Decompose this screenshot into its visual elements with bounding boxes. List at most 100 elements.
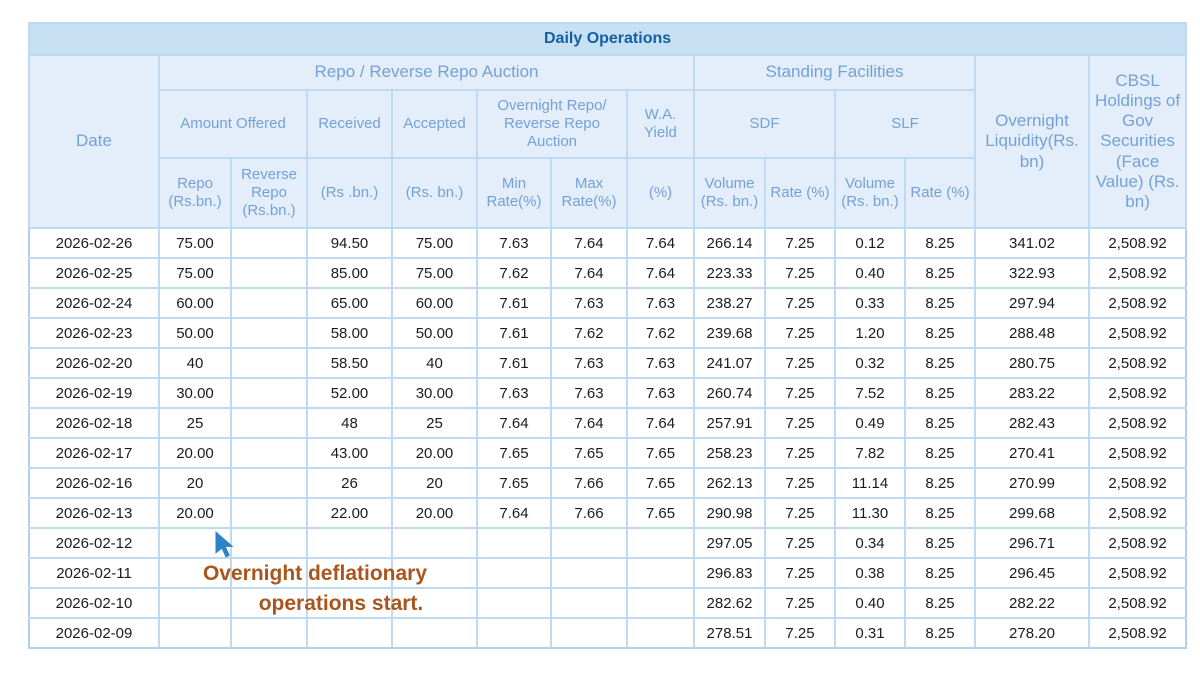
table-cell: 8.25 bbox=[904, 617, 976, 649]
table-cell bbox=[230, 377, 308, 409]
table-cell: 8.25 bbox=[904, 437, 976, 469]
table-cell bbox=[230, 287, 308, 319]
table-cell: 2,508.92 bbox=[1087, 437, 1188, 469]
table-cell: 8.25 bbox=[904, 587, 976, 619]
table-cell bbox=[550, 557, 628, 589]
col-header-amount-offered: Amount Offered bbox=[158, 89, 308, 159]
table-cell: 223.33 bbox=[693, 257, 766, 289]
table-cell: 7.63 bbox=[476, 227, 552, 259]
table-cell: 2026-02-18 bbox=[28, 407, 160, 439]
table-cell: 2026-02-23 bbox=[28, 317, 160, 349]
table-cell: 7.64 bbox=[550, 257, 628, 289]
table-cell: 2,508.92 bbox=[1087, 557, 1188, 589]
col-group-standing-facilities: Standing Facilities bbox=[693, 54, 976, 91]
col-header-cbsl-holdings: CBSL Holdings of Gov Securities (Face Va… bbox=[1087, 54, 1188, 229]
table-cell bbox=[230, 497, 308, 529]
table-cell: 7.25 bbox=[764, 287, 836, 319]
table-cell: 58.00 bbox=[306, 317, 393, 349]
table-cell: 341.02 bbox=[974, 227, 1090, 259]
table-row: 2026-02-17 20.00 43.00 20.00 7.65 7.65 7.65 258… bbox=[28, 437, 1188, 469]
table-cell: 50.00 bbox=[391, 317, 478, 349]
table-cell bbox=[230, 347, 308, 379]
table-cell: 7.25 bbox=[764, 317, 836, 349]
table-cell: 296.83 bbox=[693, 557, 766, 589]
table-cell bbox=[626, 527, 695, 559]
table-cell: 2026-02-16 bbox=[28, 467, 160, 499]
table-cell: 7.25 bbox=[764, 227, 836, 259]
table-cell: 7.63 bbox=[550, 377, 628, 409]
table-cell: 7.64 bbox=[626, 227, 695, 259]
table-cell: 7.64 bbox=[550, 407, 628, 439]
table-cell: 2,508.92 bbox=[1087, 377, 1188, 409]
table-cell: 270.41 bbox=[974, 437, 1090, 469]
col-header-reverse-repo-unit: Reverse Repo (Rs.bn.) bbox=[230, 157, 308, 229]
table-cell: 58.50 bbox=[306, 347, 393, 379]
table-cell bbox=[306, 527, 393, 559]
table-row: 2026-02-13 20.00 22.00 20.00 7.64 7.66 7.65 290… bbox=[28, 497, 1188, 529]
table-cell: 257.91 bbox=[693, 407, 766, 439]
table-cell: 7.64 bbox=[626, 407, 695, 439]
table-cell: 8.25 bbox=[904, 407, 976, 439]
table-cell: 260.74 bbox=[693, 377, 766, 409]
col-header-overnight-repo-auction: Overnight Repo/ Reverse Repo Auction bbox=[476, 89, 628, 159]
table-cell: 0.32 bbox=[834, 347, 906, 379]
table-cell bbox=[476, 617, 552, 649]
table-cell: 0.40 bbox=[834, 587, 906, 619]
table-cell: 75.00 bbox=[391, 227, 478, 259]
table-cell: 2026-02-19 bbox=[28, 377, 160, 409]
col-header-received-unit: (Rs .bn.) bbox=[306, 157, 393, 229]
table-cell: 2026-02-13 bbox=[28, 497, 160, 529]
table-cell: 7.65 bbox=[476, 437, 552, 469]
table-cell: 2026-02-20 bbox=[28, 347, 160, 379]
table-cell: 25 bbox=[391, 407, 478, 439]
table-cell: 2,508.92 bbox=[1087, 467, 1188, 499]
table-cell: 75.00 bbox=[158, 227, 232, 259]
table-cell: 2,508.92 bbox=[1087, 497, 1188, 529]
table-cell: 7.64 bbox=[626, 257, 695, 289]
table-cell bbox=[158, 587, 232, 619]
table-cell: 288.48 bbox=[974, 317, 1090, 349]
table-cell: 30.00 bbox=[391, 377, 478, 409]
table-cell: 20.00 bbox=[158, 497, 232, 529]
table-cell: 7.25 bbox=[764, 617, 836, 649]
table-cell: 1.20 bbox=[834, 317, 906, 349]
table-cell: 2026-02-17 bbox=[28, 437, 160, 469]
table-cell bbox=[476, 527, 552, 559]
col-header-pct-unit: (%) bbox=[626, 157, 695, 229]
table-cell: 7.66 bbox=[550, 467, 628, 499]
table-cell: 280.75 bbox=[974, 347, 1090, 379]
table-cell bbox=[230, 617, 308, 649]
table-cell: 290.98 bbox=[693, 497, 766, 529]
table-cell: 43.00 bbox=[306, 437, 393, 469]
col-header-sdf: SDF bbox=[693, 89, 836, 159]
table-cell: 52.00 bbox=[306, 377, 393, 409]
table-cell: 7.63 bbox=[626, 347, 695, 379]
table-cell bbox=[230, 587, 308, 619]
table-cell: 7.25 bbox=[764, 467, 836, 499]
table-cell bbox=[476, 557, 552, 589]
table-cell: 8.25 bbox=[904, 317, 976, 349]
table-cell: 8.25 bbox=[904, 467, 976, 499]
table-cell: 282.22 bbox=[974, 587, 1090, 619]
col-header-slf-volume-unit: Volume (Rs. bn.) bbox=[834, 157, 906, 229]
table-cell: 2026-02-24 bbox=[28, 287, 160, 319]
table-cell: 7.25 bbox=[764, 347, 836, 379]
table-cell: 8.25 bbox=[904, 557, 976, 589]
table-cell: 0.40 bbox=[834, 257, 906, 289]
table-cell: 8.25 bbox=[904, 347, 976, 379]
table-row: 2026-02-20 40 58.50 40 7.61 7.63 7.63 241.07 7.2… bbox=[28, 347, 1188, 379]
title-row: Daily Operations bbox=[27, 22, 1188, 56]
table-cell: 296.45 bbox=[974, 557, 1090, 589]
table-cell: 25 bbox=[158, 407, 232, 439]
col-header-overnight-liquidity: Overnight Liquidity(Rs. bn) bbox=[974, 54, 1090, 229]
table-row: 2026-02-26 75.00 94.50 75.00 7.63 7.64 7.64 266… bbox=[28, 227, 1188, 259]
table-cell: 2,508.92 bbox=[1087, 527, 1188, 559]
table-cell: 2,508.92 bbox=[1087, 317, 1188, 349]
table-cell: 26 bbox=[306, 467, 393, 499]
table-cell bbox=[230, 317, 308, 349]
table-cell: 0.31 bbox=[834, 617, 906, 649]
table-cell bbox=[230, 527, 308, 559]
table-cell bbox=[230, 437, 308, 469]
table-cell: 2,508.92 bbox=[1087, 287, 1188, 319]
table-cell: 2026-02-09 bbox=[28, 617, 160, 649]
